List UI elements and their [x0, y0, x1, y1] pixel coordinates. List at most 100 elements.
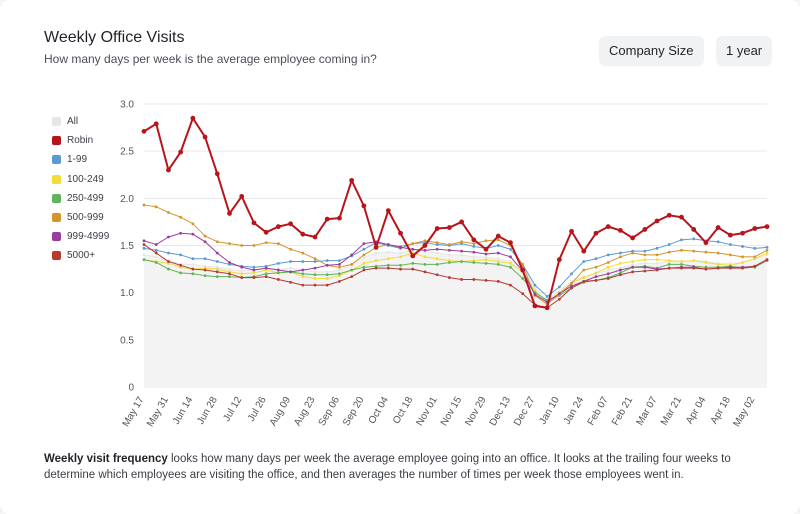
data-point-500-999	[167, 211, 170, 214]
y-tick-label: 1.0	[120, 288, 134, 299]
data-point-999-4999	[423, 248, 427, 252]
data-point-1-99	[533, 283, 537, 287]
legend-item-robin[interactable]: Robin	[52, 131, 109, 150]
data-point-1-99	[167, 251, 170, 255]
series-line-5000-	[143, 244, 768, 309]
data-point-1-99	[606, 253, 610, 257]
data-point-999-4999	[252, 268, 256, 272]
data-point-250-499	[460, 260, 464, 263]
data-point-robin	[446, 225, 452, 230]
data-point-999-4999	[472, 250, 476, 254]
data-point-100-249	[582, 276, 586, 279]
data-point-1-99	[313, 260, 317, 263]
range-button[interactable]: 1 year	[716, 36, 773, 66]
data-point-1-99	[545, 295, 549, 298]
data-point-robin	[495, 233, 501, 239]
data-point-1-99	[276, 262, 280, 265]
data-point-1-99	[570, 272, 573, 276]
legend-item-1-99[interactable]: 1-99	[52, 150, 109, 169]
data-point-5000-	[411, 267, 415, 271]
legend-item-999-4999[interactable]: 999-4999	[52, 227, 109, 246]
data-point-5000-	[655, 268, 659, 272]
data-point-5000-	[509, 283, 512, 287]
legend-item-all[interactable]: All	[52, 112, 109, 131]
data-point-1-99	[154, 248, 158, 252]
footer-description: Weekly visit frequency looks how many da…	[44, 451, 774, 483]
legend-item-250-499[interactable]: 250-499	[52, 189, 109, 208]
data-point-500-999	[203, 234, 207, 238]
data-point-5000-	[252, 276, 256, 279]
data-point-5000-	[362, 268, 366, 272]
data-point-250-499	[411, 262, 415, 265]
data-point-5000-	[728, 266, 732, 270]
data-point-100-249	[765, 251, 769, 255]
x-tick-label: Nov 15	[439, 395, 465, 428]
data-point-100-249	[680, 260, 683, 263]
data-point-500-999	[447, 243, 451, 246]
data-point-500-999	[142, 203, 146, 207]
x-tick-label: Jan 24	[562, 395, 587, 427]
data-point-250-499	[191, 272, 195, 276]
data-point-999-4999	[276, 268, 280, 272]
data-point-500-999	[460, 240, 464, 244]
x-tick-label: May 17	[121, 395, 147, 429]
y-tick-label: 2.5	[120, 147, 134, 158]
data-point-999-4999	[203, 240, 207, 244]
data-point-5000-	[704, 267, 708, 271]
data-point-5000-	[399, 267, 402, 271]
data-point-500-999	[643, 253, 647, 257]
data-point-5000-	[338, 279, 341, 283]
data-point-5000-	[557, 297, 561, 301]
data-point-5000-	[582, 279, 586, 283]
legend-label: 250-499	[67, 192, 104, 204]
data-point-robin	[300, 231, 306, 237]
data-point-500-999	[704, 250, 708, 254]
data-point-100-249	[252, 271, 256, 275]
data-point-500-999	[619, 255, 622, 259]
data-point-robin	[385, 208, 391, 214]
data-point-robin	[434, 226, 440, 231]
legend-item-5000-[interactable]: 5000+	[52, 246, 109, 265]
legend-label: 100-249	[67, 173, 104, 185]
legend-item-500-999[interactable]: 500-999	[52, 208, 109, 227]
legend-label: 500-999	[67, 212, 104, 224]
data-point-1-99	[509, 247, 512, 251]
data-point-all	[154, 255, 158, 259]
page-subtitle: How many days per week is the average em…	[44, 52, 377, 66]
data-point-robin	[630, 235, 636, 241]
data-point-robin	[654, 218, 660, 224]
data-point-all	[606, 268, 610, 272]
data-point-100-249	[594, 271, 598, 275]
data-point-robin	[422, 243, 428, 248]
data-point-1-99	[557, 285, 561, 289]
data-point-1-99	[215, 260, 219, 263]
data-point-5000-	[765, 258, 769, 262]
x-tick-label: Feb 21	[610, 395, 635, 428]
data-point-250-499	[203, 274, 207, 278]
data-point-5000-	[325, 283, 329, 287]
data-point-500-999	[472, 242, 476, 246]
data-point-all	[496, 257, 500, 261]
data-point-999-4999	[435, 247, 439, 251]
data-point-500-999	[582, 268, 586, 272]
legend-item-100-249[interactable]: 100-249	[52, 170, 109, 189]
data-point-5000-	[521, 292, 525, 296]
data-point-all	[142, 253, 146, 257]
y-tick-label: 0.5	[120, 335, 134, 346]
data-point-999-4999	[557, 292, 561, 296]
data-point-999-4999	[619, 268, 622, 272]
company-size-button[interactable]: Company Size	[599, 36, 704, 66]
data-point-robin	[459, 219, 465, 225]
data-point-1-99	[191, 257, 195, 261]
data-point-1-99	[142, 246, 146, 250]
data-point-5000-	[472, 278, 476, 281]
data-point-500-999	[765, 248, 769, 252]
data-point-robin	[581, 248, 587, 254]
data-point-250-499	[484, 262, 488, 265]
data-point-5000-	[680, 266, 683, 270]
y-tick-label: 2.0	[120, 194, 134, 205]
data-point-1-99	[252, 265, 256, 269]
data-point-1-99	[643, 249, 647, 253]
legend-swatch	[52, 174, 61, 184]
